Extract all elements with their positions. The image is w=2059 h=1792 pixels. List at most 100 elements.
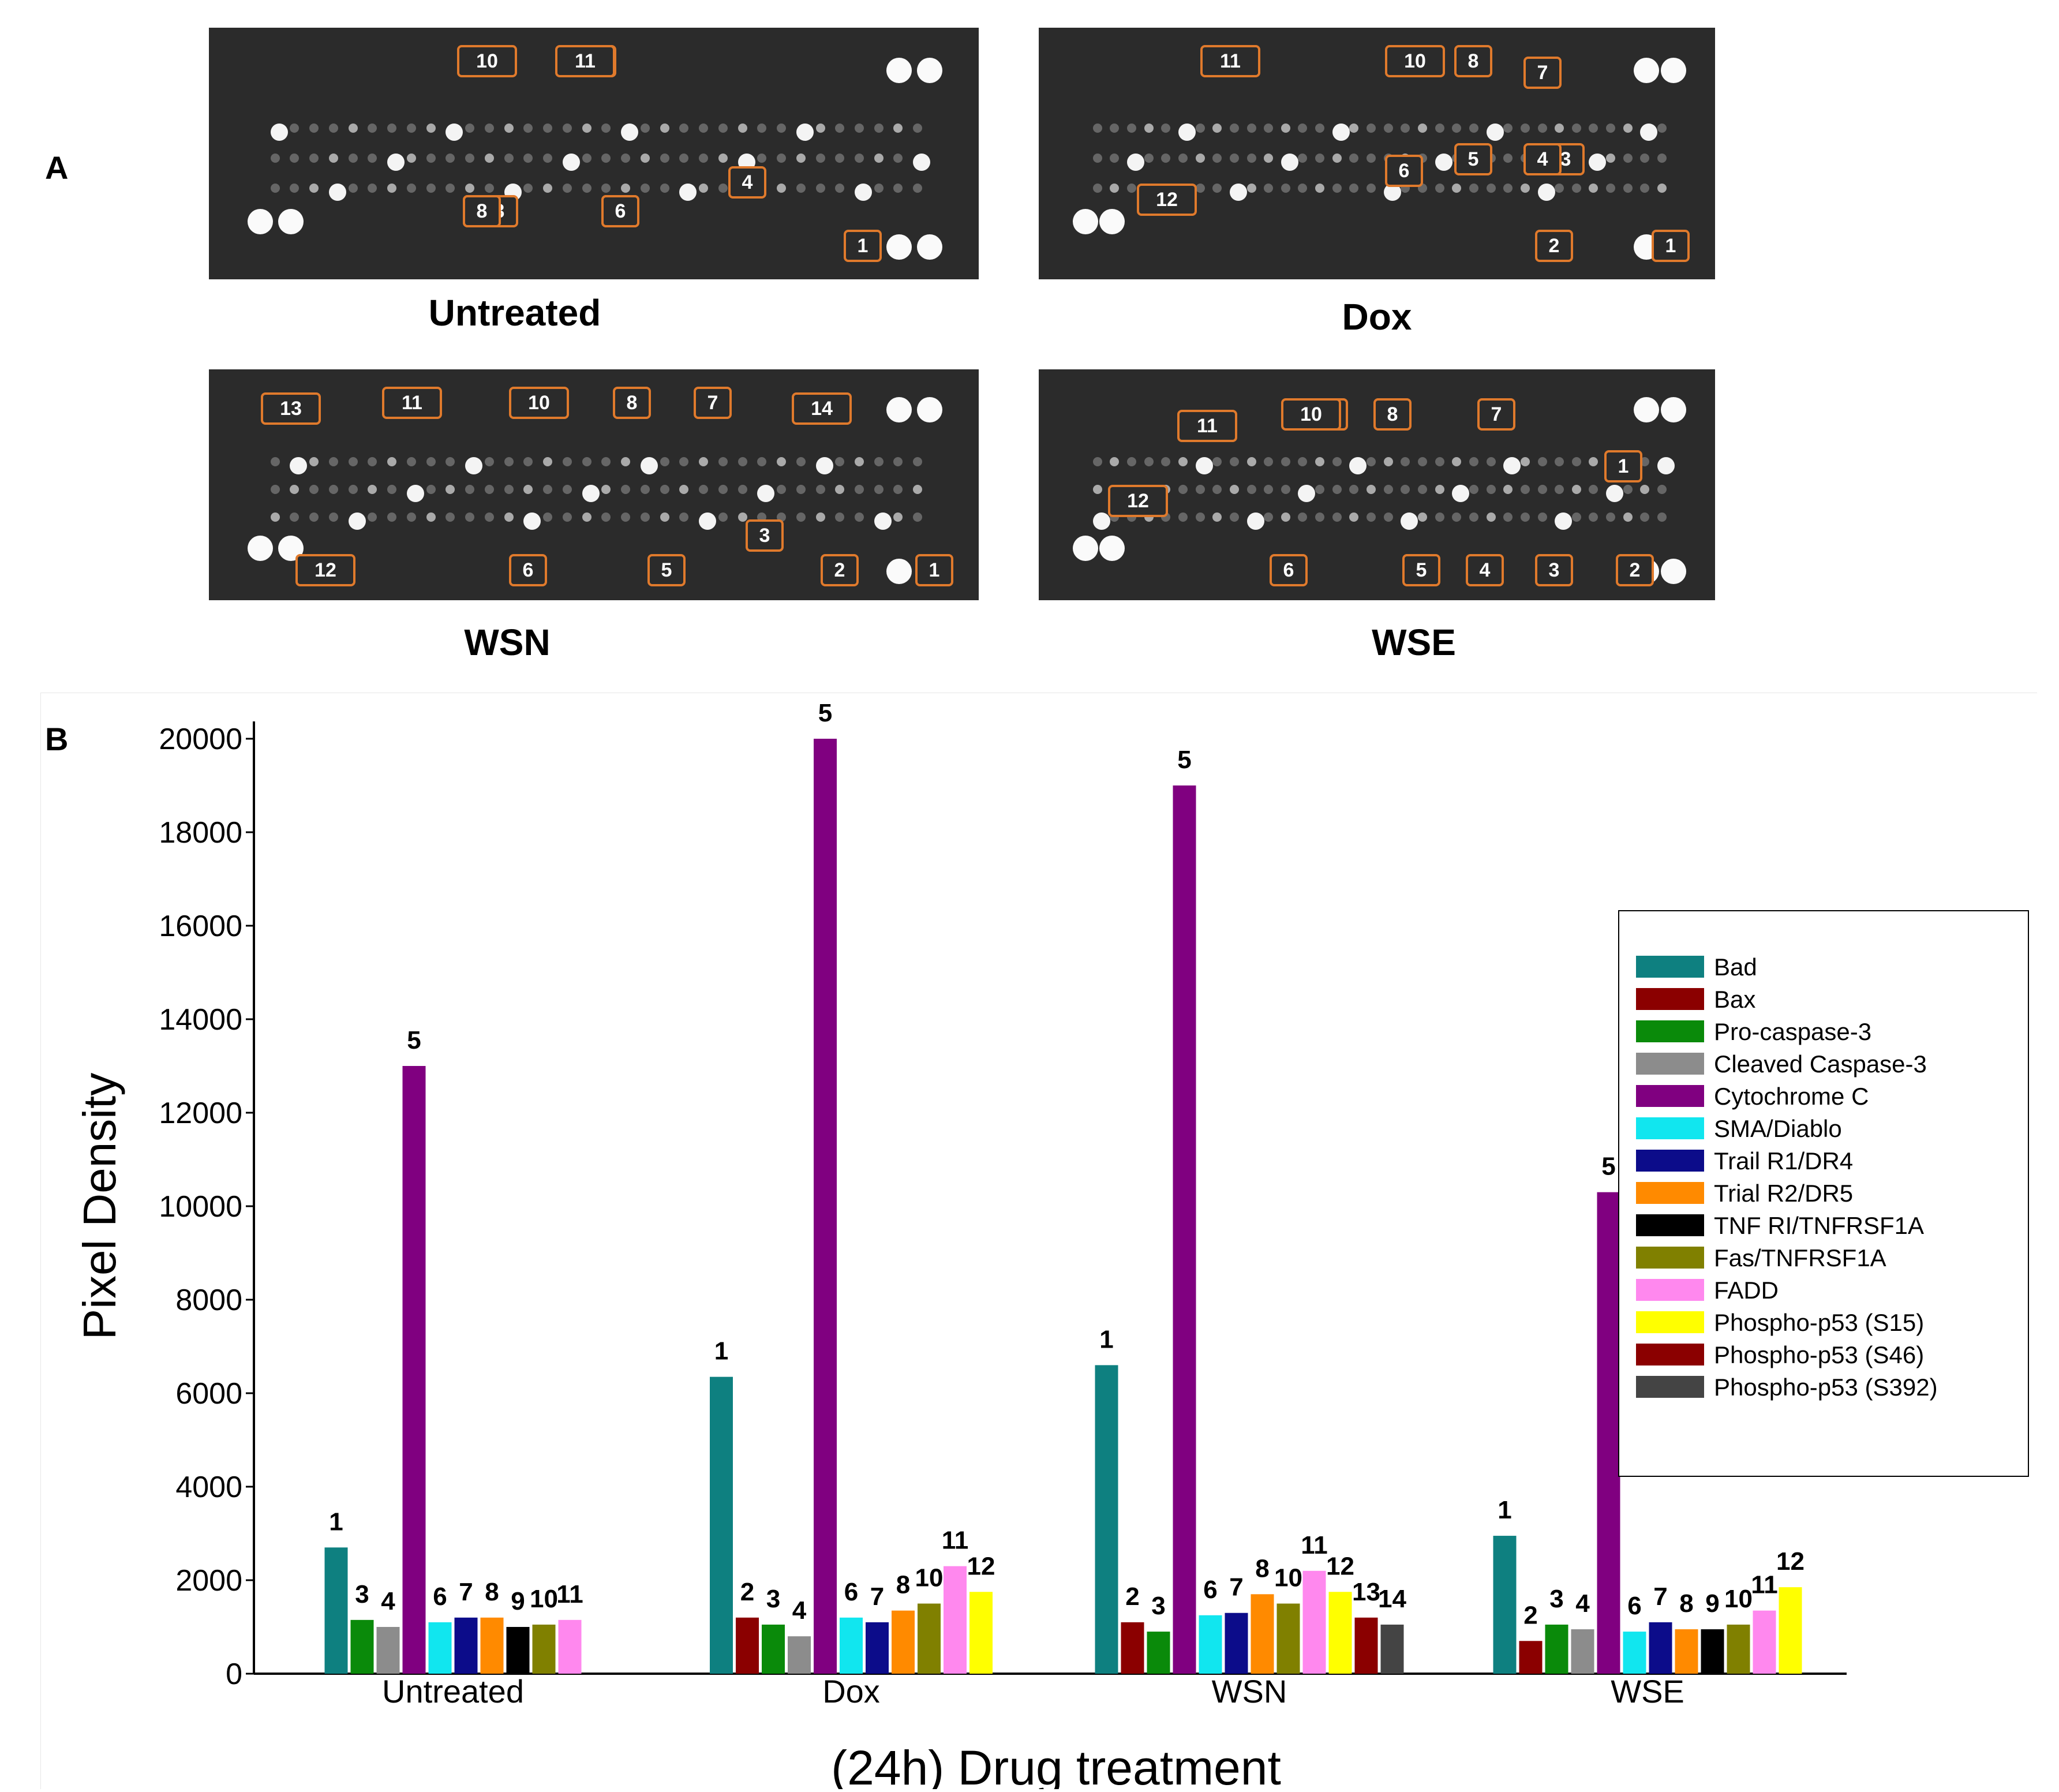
bar <box>532 1624 556 1674</box>
blot-spot <box>484 154 494 163</box>
bar <box>1519 1641 1543 1674</box>
blot-spot <box>1486 123 1504 141</box>
bar-data-label: 2 <box>1523 1601 1537 1629</box>
bar <box>1493 1536 1517 1674</box>
blot-spot <box>738 457 747 466</box>
blot-spot <box>1092 457 1102 466</box>
blot-spot <box>621 485 631 494</box>
blot-spot <box>854 154 864 163</box>
blot-spot <box>815 485 825 494</box>
x-tick-label: WSE <box>1611 1673 1684 1709</box>
x-tick-label: Untreated <box>382 1673 524 1709</box>
blot-spot <box>465 485 475 494</box>
blot-spot <box>1435 485 1444 494</box>
bar-data-label: 5 <box>1177 746 1191 774</box>
blot-spot <box>348 184 358 193</box>
bar <box>1328 1592 1352 1674</box>
y-axis-title: Pixel Density <box>74 1073 125 1340</box>
bar <box>944 1566 967 1674</box>
blot-spot <box>387 154 405 171</box>
blot-spot <box>699 154 709 163</box>
blot-reference-spot <box>1072 208 1098 234</box>
bar-data-label: 10 <box>915 1564 944 1592</box>
blot-spot <box>1555 457 1564 466</box>
blot-reference-spot <box>247 208 273 234</box>
blot-spot <box>874 123 884 133</box>
blot-spot <box>1110 154 1120 163</box>
blot-spot <box>1401 457 1410 466</box>
bar-data-label: 6 <box>1627 1592 1641 1620</box>
blot-spot <box>1571 184 1581 193</box>
blot-spot <box>874 512 892 530</box>
legend-swatch <box>1636 1085 1704 1107</box>
blot-spot <box>1246 123 1256 133</box>
blot-reference-spot <box>1661 58 1687 84</box>
blot-spot <box>1264 485 1274 494</box>
bar <box>1173 785 1196 1674</box>
bar-data-label: 10 <box>1274 1564 1302 1592</box>
blot-spot <box>1229 485 1239 494</box>
blot-spot <box>328 485 338 494</box>
bar-data-label: 11 <box>1301 1531 1328 1559</box>
spot-label: 10 <box>509 387 569 419</box>
blot-spot <box>446 184 455 193</box>
blot-spot <box>1349 123 1359 133</box>
blot-spot <box>504 457 514 466</box>
blot-spot <box>1367 123 1376 133</box>
legend-entry: Bax <box>1714 986 1755 1013</box>
spot-label: 1 <box>915 554 953 586</box>
blot-spot <box>1520 457 1530 466</box>
blot-spot <box>1555 512 1573 530</box>
bar-data-label: 2 <box>740 1578 754 1606</box>
legend-swatch <box>1636 1053 1704 1075</box>
blot-spot <box>718 512 728 522</box>
blot-spot <box>1332 457 1342 466</box>
blot-reference-spot <box>278 208 304 234</box>
bar-data-label: 10 <box>530 1585 558 1613</box>
blot-spot <box>1195 154 1205 163</box>
bar <box>1545 1624 1568 1674</box>
blot-spot <box>1520 512 1530 522</box>
blot-spot <box>562 485 572 494</box>
blot-spot <box>1281 512 1290 522</box>
spot-label: 8 <box>1454 45 1492 77</box>
blot-reference-spot <box>886 559 912 584</box>
blot-spot <box>348 485 358 494</box>
bar <box>1571 1629 1594 1674</box>
blot-spot <box>1161 154 1171 163</box>
blot-spot <box>738 485 747 494</box>
bar <box>1380 1624 1404 1674</box>
blot-spot <box>426 485 436 494</box>
blot-spot <box>1520 485 1530 494</box>
blot-spot <box>1195 123 1205 133</box>
blot-spot <box>1367 154 1376 163</box>
bar <box>814 739 837 1674</box>
spot-label: 11 <box>555 45 615 77</box>
blot-spot <box>796 123 814 141</box>
blot-spot <box>309 485 319 494</box>
blot-spot <box>387 485 397 494</box>
spot-label: 13 <box>261 392 321 425</box>
blot-spot <box>679 485 689 494</box>
bar <box>350 1619 374 1674</box>
blot-spot <box>1315 154 1325 163</box>
blot-spot <box>1315 457 1325 466</box>
blot-spot <box>738 123 747 133</box>
blot-spot <box>1110 457 1120 466</box>
bar-data-label: 5 <box>818 699 832 727</box>
blot-reference-spot <box>247 536 273 561</box>
blot-spot <box>679 457 689 466</box>
spot-label: 2 <box>1616 554 1654 586</box>
bar-data-label: 8 <box>1679 1589 1693 1618</box>
blot-spot <box>815 512 825 522</box>
blot-spot <box>523 485 533 494</box>
spot-label: 3 <box>746 519 784 552</box>
y-tick-label: 14000 <box>159 1003 242 1037</box>
panel-a-letter: A <box>45 149 69 186</box>
blot-spot <box>913 457 923 466</box>
bar <box>1354 1617 1378 1674</box>
bar <box>1753 1610 1776 1674</box>
blot-spot <box>1469 485 1478 494</box>
blot-spot <box>1606 154 1616 163</box>
blot-spot <box>913 154 931 171</box>
